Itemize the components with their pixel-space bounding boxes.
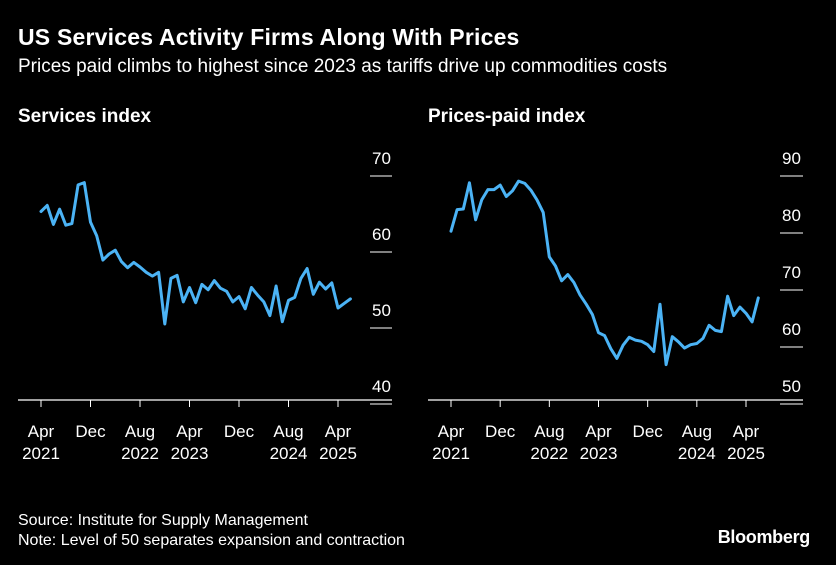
y-tick-label: 70 — [782, 263, 801, 282]
footnote: Note: Level of 50 separates expansion an… — [18, 532, 405, 549]
y-tick-label: 80 — [782, 206, 801, 225]
chart-subtitle: Prices paid climbs to highest since 2023… — [18, 56, 668, 77]
source-note: Source: Institute for Supply Management — [18, 512, 308, 529]
y-tick-label: 50 — [372, 301, 391, 320]
x-tick-label: Aug — [125, 422, 155, 441]
x-tick-year-label: 2022 — [121, 444, 159, 463]
x-tick-label: Dec — [485, 422, 516, 441]
x-tick-label: Apr — [733, 422, 760, 441]
x-tick-year-label: 2024 — [678, 444, 716, 463]
services-index-chart: 40 50 60 70 Apr 2021 Dec Aug 2022 Apr 2023 Dec Aug 20… — [18, 149, 392, 463]
x-tick-year-label: 2023 — [171, 444, 209, 463]
y-tick-label: 90 — [782, 149, 801, 168]
x-tick-year-label: 2023 — [580, 444, 618, 463]
x-tick-label: Dec — [224, 422, 255, 441]
x-tick-year-label: 2025 — [727, 444, 765, 463]
x-tick-label: Dec — [633, 422, 664, 441]
x-tick-label: Apr — [325, 422, 352, 441]
prices-panel-title: Prices-paid index — [428, 106, 586, 127]
y-tick-label: 50 — [782, 377, 801, 396]
x-tick-year-label: 2022 — [530, 444, 568, 463]
y-tick-label: 70 — [372, 149, 391, 168]
x-tick-year-label: 2021 — [432, 444, 470, 463]
x-tick-label: Apr — [176, 422, 203, 441]
y-tick-label: 60 — [782, 320, 801, 339]
services-panel-title: Services index — [18, 106, 152, 127]
x-tick-label: Apr — [585, 422, 612, 441]
chart-title: US Services Activity Firms Along With Pr… — [18, 24, 520, 50]
y-tick-label: 60 — [372, 225, 391, 244]
x-tick-year-label: 2021 — [22, 444, 60, 463]
x-tick-label: Aug — [273, 422, 303, 441]
series-line — [39, 181, 352, 326]
x-tick-label: Aug — [682, 422, 712, 441]
x-tick-label: Aug — [534, 422, 564, 441]
x-tick-year-label: 2025 — [319, 444, 357, 463]
prices-paid-index-chart: 50 60 70 80 90 Apr 2021 Dec Aug 2022 Apr 2023 Dec Aug… — [428, 149, 803, 463]
series-line — [449, 179, 760, 367]
y-tick-label: 40 — [372, 377, 391, 396]
x-tick-label: Apr — [28, 422, 55, 441]
x-tick-label: Dec — [75, 422, 106, 441]
bloomberg-logo: Bloomberg — [717, 527, 811, 547]
x-tick-year-label: 2024 — [270, 444, 308, 463]
x-tick-label: Apr — [438, 422, 465, 441]
